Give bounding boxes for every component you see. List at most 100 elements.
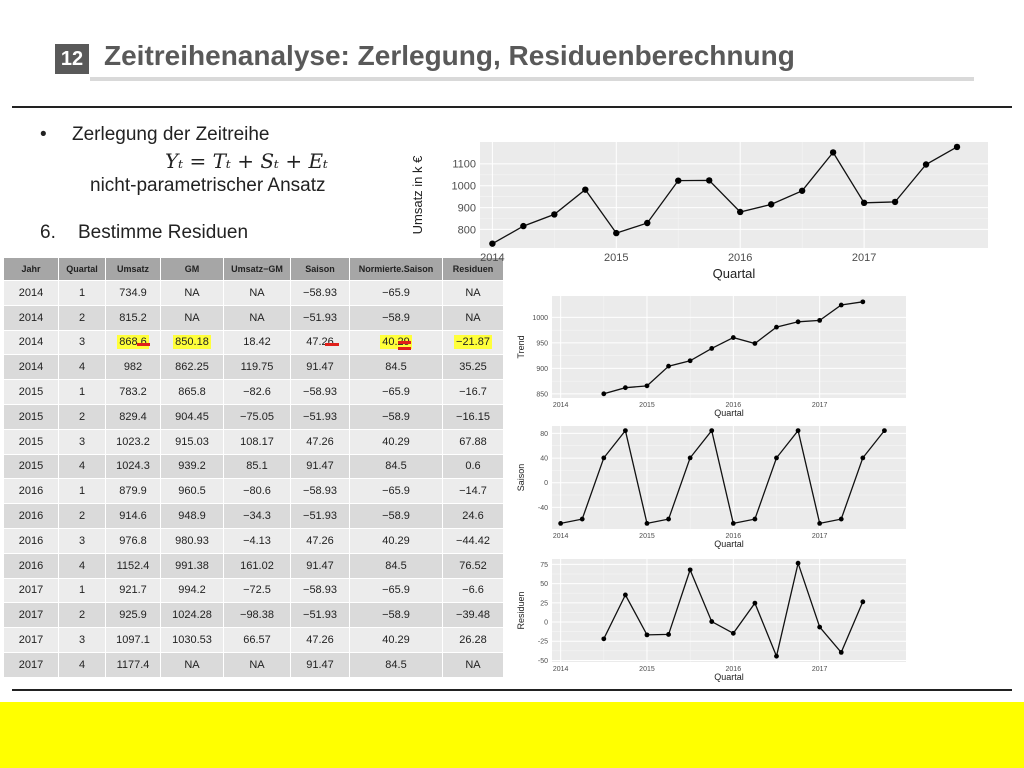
- y-tick-label: 75: [540, 562, 548, 569]
- data-point: [579, 516, 585, 522]
- x-tick-label: 2016: [726, 533, 742, 540]
- data-point: [644, 520, 650, 526]
- table-row: 2015 4 1024.3 939.2 85.1 91.47 84.5 0.6: [3, 453, 504, 480]
- data-point: [817, 624, 823, 630]
- table-cell: −65.9: [349, 577, 443, 604]
- table-cell: 4: [58, 354, 106, 381]
- bullet-text: Zerlegung der Zeitreihe: [72, 124, 270, 145]
- table-cell: −82.6: [223, 379, 291, 405]
- table-cell: −58.93: [290, 577, 350, 604]
- plot-panel: [552, 296, 906, 398]
- table-cell: 2014: [3, 304, 59, 331]
- step-text: Bestimme Residuen: [78, 222, 249, 243]
- table-cell: −98.38: [223, 602, 291, 629]
- x-axis-label: Quartal: [714, 539, 744, 549]
- table-cell: 108.17: [223, 428, 291, 455]
- table-cell: −80.6: [223, 478, 291, 505]
- table-cell: 2015: [3, 453, 59, 480]
- table-cell: 960.5: [160, 478, 224, 505]
- table-cell: 91.47: [290, 651, 350, 678]
- table-cell: 976.8: [105, 527, 161, 554]
- residuen-chart: -50 -25 0 25 50 75 2014 2015 2016 2017 Quartal Resi…: [516, 559, 906, 682]
- table-cell: 85.1: [223, 453, 291, 480]
- bullet-symbol: •: [40, 124, 47, 145]
- table-cell: 3: [58, 627, 106, 653]
- slide-title: Zeitreihenanalyse: Zerlegung, Residuenbe…: [104, 40, 795, 71]
- table-cell: 914.6: [105, 503, 161, 529]
- data-point: [706, 177, 713, 184]
- column-header: Normierte.Saison: [349, 257, 443, 281]
- table-cell: −58.93: [290, 379, 350, 405]
- table-cell: −16.15: [442, 403, 504, 430]
- data-point: [601, 455, 607, 461]
- trend-chart: 850 900 950 1000 2014 2015 2016 2017 Quartal Tren…: [516, 296, 906, 418]
- x-tick-label: 2014: [480, 252, 504, 264]
- y-axis-label: Residuen: [516, 591, 526, 629]
- table-cell: 783.2: [105, 379, 161, 405]
- data-point: [687, 567, 693, 573]
- table-cell: 84.5: [349, 651, 443, 678]
- data-point: [622, 385, 628, 391]
- table-cell: 40.29: [349, 329, 443, 356]
- y-tick-label: 0: [544, 619, 548, 626]
- table-cell: 24.6: [442, 503, 504, 529]
- data-point: [730, 335, 736, 340]
- table-cell: 91.47: [290, 552, 350, 579]
- table-row: 2015 2 829.4 904.45 −75.05 −51.93 −58.9 −16.15: [3, 403, 504, 430]
- top-divider: [12, 106, 1012, 108]
- data-point: [666, 363, 671, 369]
- table-cell: −44.42: [442, 527, 504, 554]
- table-cell: −21.87: [442, 329, 504, 356]
- table-cell: 1152.4: [105, 552, 161, 579]
- red-dash-mark: [137, 343, 150, 346]
- column-header: Umsatz: [105, 257, 161, 281]
- table-cell: 1: [58, 577, 106, 604]
- table-cell: 2017: [3, 651, 59, 678]
- x-tick-label: 2014: [553, 666, 569, 673]
- x-axis-label: Quartal: [713, 266, 756, 281]
- data-point: [838, 649, 844, 655]
- y-tick-label: 25: [540, 600, 548, 607]
- table-cell: −65.9: [349, 379, 443, 405]
- data-point: [551, 211, 558, 218]
- y-tick-label: 800: [458, 224, 476, 236]
- table-cell: 0.6: [442, 453, 504, 480]
- table-cell: 1: [58, 478, 106, 505]
- title-underline: [90, 77, 974, 81]
- slide-number-badge: 12: [55, 44, 89, 74]
- table-cell: 980.93: [160, 527, 224, 554]
- saison-chart: -40 0 40 80 2014 2015 2016 2017 Quartal Saison: [516, 426, 906, 549]
- column-header: Jahr: [3, 257, 59, 281]
- x-tick-label: 2017: [812, 402, 828, 409]
- table-cell: 2014: [3, 280, 59, 306]
- plot-panel: [480, 142, 988, 248]
- table-cell: −4.13: [223, 527, 291, 554]
- data-point: [520, 222, 527, 230]
- table-cell: 829.4: [105, 403, 161, 430]
- footer-bar: [0, 702, 1024, 768]
- table-cell: −34.3: [223, 503, 291, 529]
- data-point: [601, 391, 607, 397]
- table-cell: −14.7: [442, 478, 504, 505]
- series-line: [560, 429, 885, 525]
- table-cell: 47.26: [290, 527, 350, 554]
- y-tick-label: 0: [544, 480, 548, 487]
- table-cell: 91.47: [290, 354, 350, 381]
- highlighted-value: 850.18: [173, 335, 211, 350]
- data-point: [622, 428, 628, 434]
- table-row: 2014 1 734.9 NA NA −58.93 −65.9 NA: [3, 280, 504, 306]
- table-cell: 2017: [3, 577, 59, 604]
- table-cell: NA: [442, 651, 504, 678]
- table-cell: 915.03: [160, 428, 224, 455]
- table-cell: −58.93: [290, 478, 350, 505]
- y-axis-label: Trend: [516, 335, 526, 358]
- data-point: [687, 358, 693, 364]
- table-cell: 26.28: [442, 627, 504, 653]
- table-cell: 939.2: [160, 453, 224, 480]
- x-tick-label: 2016: [728, 252, 752, 264]
- table-row: 2016 3 976.8 980.93 −4.13 47.26 40.29 −44.42: [3, 527, 504, 554]
- table-cell: 84.5: [349, 552, 443, 579]
- table-cell: NA: [160, 651, 224, 678]
- table-cell: −65.9: [349, 478, 443, 505]
- table-cell: 862.25: [160, 354, 224, 381]
